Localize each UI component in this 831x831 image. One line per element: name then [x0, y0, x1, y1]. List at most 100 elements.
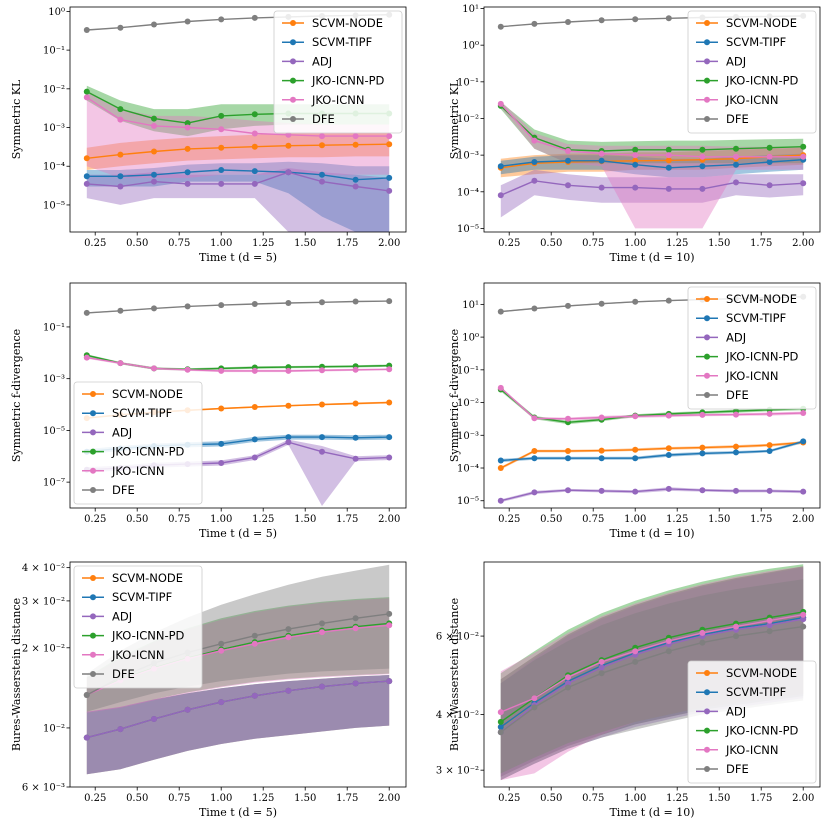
band-jko-icnn-pd — [500, 564, 804, 774]
y-tick-label: 10¹ — [462, 300, 479, 311]
point-scvm-tipf — [386, 174, 393, 181]
x-tick-label: 2.00 — [378, 514, 400, 525]
legend-swatch-marker — [90, 613, 96, 620]
x-axis-label: Time t (d = 10) — [609, 527, 694, 540]
x-tick-label: 0.50 — [126, 793, 148, 804]
y-axis-label: Bures-Wasserstein distance — [448, 598, 461, 751]
legend-box — [273, 10, 403, 134]
x-tick-label: 0.75 — [582, 238, 604, 249]
legend-swatch-marker — [704, 116, 710, 122]
point-scvm-tipf — [531, 159, 538, 165]
point-dfe — [83, 692, 90, 698]
y-tick-label: 10⁻⁵ — [43, 200, 65, 211]
point-adj — [497, 497, 504, 504]
x-tick-label: 2.00 — [378, 793, 400, 804]
x-tick-label: 0.50 — [540, 793, 562, 804]
point-scvm-node — [285, 142, 292, 149]
y-tick-label: 10⁻³ — [43, 374, 65, 385]
point-jko-icnn — [319, 367, 325, 374]
point-adj — [184, 180, 191, 187]
panel-bw-d5: 0.25 0.50 0.75 1.00 1.25 1.50 1.75 2.00 6 × 10⁻³… — [10, 561, 407, 819]
axes-frame — [69, 282, 407, 509]
point-scvm-node — [665, 445, 672, 452]
point-jko-icnn — [386, 622, 393, 629]
point-jko-icnn — [151, 365, 157, 372]
band-scvm-node — [500, 147, 804, 178]
y-axis-label: Symmetric f-divergence — [10, 329, 23, 462]
line-jko-icnn-pd — [500, 105, 804, 152]
legend-label: JKO-ICNN-PD — [111, 629, 185, 643]
x-tick-label: 1.25 — [252, 238, 274, 249]
x-tick-label: 1.50 — [294, 514, 316, 525]
point-dfe — [598, 670, 605, 677]
legend-swatch-marker — [704, 746, 710, 753]
legend-label: SCVM-NODE — [726, 666, 797, 680]
legend-swatch-marker — [90, 575, 96, 581]
y-tick-label: 4 × 10⁻² — [22, 563, 65, 574]
point-adj — [733, 179, 739, 186]
panel-fdiv-d5: 0.25 0.50 0.75 1.00 1.25 1.50 1.75 2.00 10⁻⁷ 10⁻⁵… — [10, 282, 407, 540]
point-dfe — [598, 17, 605, 24]
point-adj — [352, 680, 359, 687]
point-adj — [285, 687, 292, 694]
plot-area — [497, 564, 807, 781]
legend-label: DFE — [112, 667, 135, 681]
x-tick-label: 0.75 — [168, 514, 190, 525]
point-jko-icnn — [251, 130, 258, 137]
band-jko-icnn-pd — [500, 102, 804, 164]
point-dfe — [319, 299, 325, 306]
point-adj — [531, 177, 538, 184]
point-jko-icnn — [632, 648, 639, 655]
point-dfe — [497, 729, 504, 736]
point-scvm-node — [699, 444, 706, 451]
band-adj — [500, 487, 804, 503]
line-scvm-tipf — [500, 159, 804, 169]
legend-swatch-marker — [704, 39, 710, 46]
point-dfe — [83, 309, 90, 316]
legend-label: ADJ — [112, 425, 132, 439]
line-scvm-tipf — [86, 169, 390, 181]
point-dfe — [497, 23, 504, 30]
point-jko-icnn — [117, 360, 124, 367]
point-jko-icnn — [184, 366, 191, 373]
line-adj — [500, 180, 804, 196]
point-adj — [386, 678, 393, 685]
legend-swatch-marker — [90, 594, 96, 601]
point-scvm-tipf — [352, 176, 359, 183]
legend-swatch-marker — [704, 727, 710, 734]
point-scvm-tipf — [151, 171, 157, 178]
y-tick-label: 10⁰ — [462, 333, 479, 344]
line-adj — [86, 680, 390, 739]
y-tick-label: 4 × 10⁻² — [436, 710, 479, 721]
band-jko-icnn — [500, 566, 804, 781]
point-dfe — [632, 658, 639, 665]
point-jko-icnn — [352, 625, 359, 632]
y-tick-label: 10⁻³ — [457, 151, 479, 162]
legend-swatch-marker — [704, 392, 710, 398]
legend-swatch-marker — [704, 20, 710, 26]
x-axis-label: Time t (d = 5) — [199, 527, 277, 540]
x-tick-label: 1.75 — [750, 793, 772, 804]
y-tick-label: 10⁻² — [457, 114, 479, 125]
point-jko-icnn — [319, 629, 325, 636]
point-jko-icnn-pd — [83, 88, 90, 95]
x-axis-label: Time t (d = 10) — [609, 806, 694, 819]
x-tick-label: 2.00 — [792, 793, 814, 804]
x-tick-label: 0.25 — [498, 238, 520, 249]
point-adj — [699, 487, 706, 494]
legend-swatch-marker — [90, 671, 96, 677]
axes-frame — [483, 6, 821, 233]
x-tick-label: 1.25 — [252, 514, 274, 525]
legend: SCVM-NODE SCVM-TIPF ADJ JKO-ICNN-PD JKO-ICNN… — [687, 286, 817, 410]
point-jko-icnn-pd — [665, 146, 672, 153]
line-dfe — [86, 300, 390, 314]
point-scvm-tipf — [386, 434, 393, 441]
legend-label: JKO-ICNN-PD — [725, 74, 799, 88]
line-jko-icnn — [500, 614, 804, 713]
panel-kl-d10: 0.25 0.50 0.75 1.00 1.25 1.50 1.75 2.00 10⁻⁵ 10⁻⁴… — [448, 4, 821, 264]
point-scvm-node — [665, 157, 672, 164]
legend-swatch-marker — [90, 651, 96, 658]
point-adj — [83, 734, 90, 741]
point-jko-icnn — [352, 133, 359, 140]
